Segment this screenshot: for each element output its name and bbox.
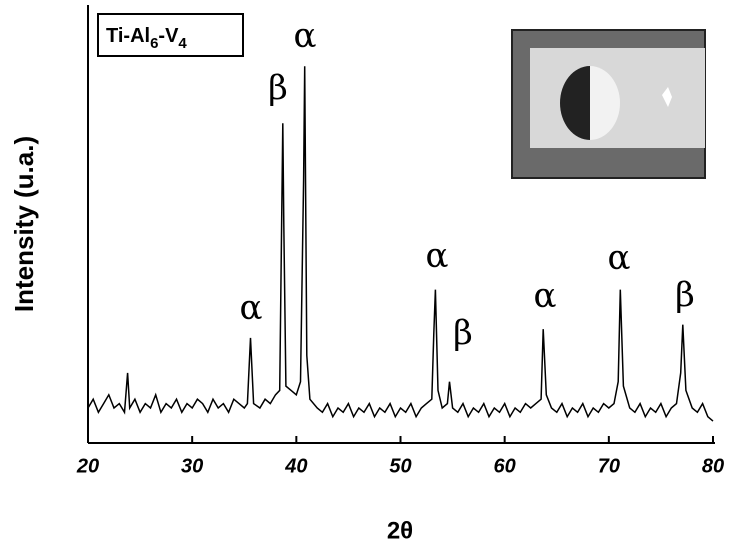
peak-label: β bbox=[453, 313, 473, 353]
trace bbox=[87, 66, 714, 422]
label-sub: 6 bbox=[150, 35, 158, 52]
label-sub: 4 bbox=[178, 35, 187, 52]
x-tick-label: 70 bbox=[598, 455, 620, 477]
photo-dark-half bbox=[560, 66, 590, 140]
x-tick-label: 40 bbox=[284, 455, 307, 477]
x-tick-label: 60 bbox=[494, 455, 516, 477]
peak-label: α bbox=[294, 16, 317, 56]
y-axis-label: Intensity (u.a.) bbox=[9, 136, 39, 312]
photo-light-half bbox=[590, 66, 620, 140]
peak-label: α bbox=[534, 276, 557, 316]
label-box bbox=[97, 13, 244, 57]
x-tick-label: 80 bbox=[702, 455, 724, 477]
x-axis-label: 2θ bbox=[387, 517, 413, 544]
x-tick-label: 30 bbox=[181, 455, 203, 477]
label-part: -V bbox=[158, 25, 179, 47]
photo-highlight bbox=[662, 87, 672, 107]
label-part: Ti-Al bbox=[106, 25, 150, 47]
inset-photo bbox=[511, 29, 706, 179]
peak-label: β bbox=[675, 275, 695, 315]
peak-label: α bbox=[608, 238, 631, 278]
x-tick-label: 50 bbox=[389, 455, 411, 477]
peak-label: α bbox=[426, 236, 449, 276]
label-box-text: Ti-Al6-V4 bbox=[106, 25, 187, 52]
x-tick-label: 20 bbox=[76, 455, 99, 477]
peak-label: β bbox=[268, 68, 288, 108]
peak-label: α bbox=[240, 288, 263, 328]
